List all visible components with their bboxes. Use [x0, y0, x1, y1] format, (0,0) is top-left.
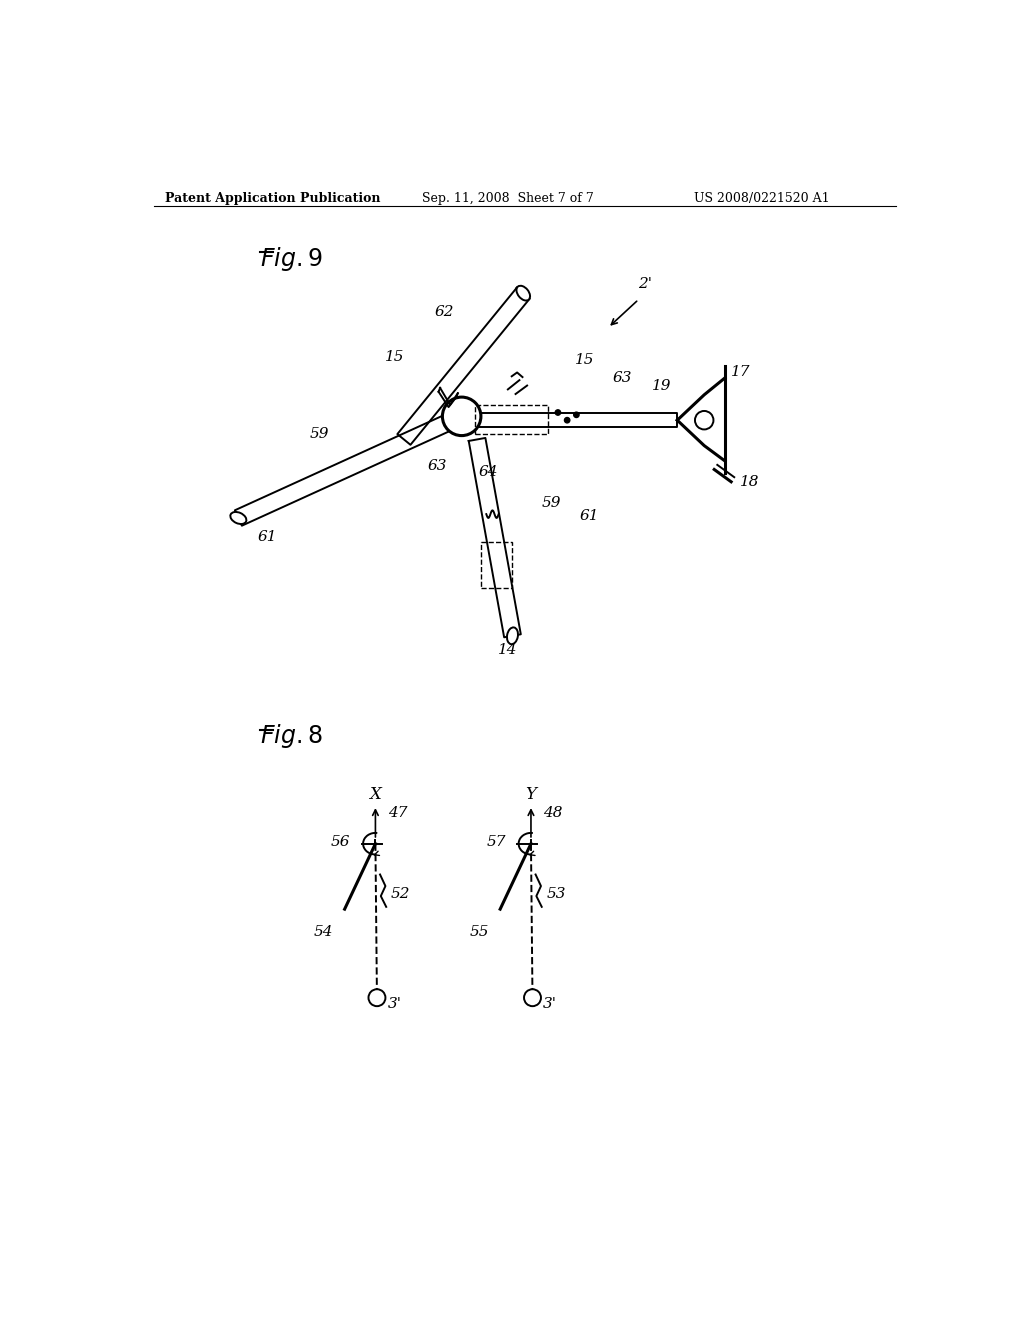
Text: 18: 18	[740, 475, 760, 488]
Text: 63: 63	[427, 459, 446, 474]
Ellipse shape	[230, 512, 247, 524]
Circle shape	[573, 412, 580, 417]
Circle shape	[442, 397, 481, 436]
Text: $\mathit{Fig.8}$: $\mathit{Fig.8}$	[260, 722, 323, 750]
Ellipse shape	[516, 285, 530, 301]
Circle shape	[564, 417, 569, 422]
Text: 52: 52	[391, 887, 411, 900]
Circle shape	[695, 411, 714, 429]
Text: Patent Application Publication: Patent Application Publication	[165, 191, 381, 205]
Text: 61: 61	[258, 531, 278, 544]
Text: 59: 59	[309, 428, 329, 441]
Text: 57: 57	[486, 836, 506, 849]
Text: 47: 47	[388, 807, 408, 820]
Text: 2': 2'	[638, 277, 652, 290]
Text: X: X	[370, 785, 381, 803]
Text: Y: Y	[525, 785, 537, 803]
Polygon shape	[234, 409, 465, 525]
Circle shape	[524, 989, 541, 1006]
Polygon shape	[469, 438, 521, 638]
Text: Sep. 11, 2008  Sheet 7 of 7: Sep. 11, 2008 Sheet 7 of 7	[422, 191, 594, 205]
Text: 59: 59	[542, 495, 561, 510]
Text: US 2008/0221520 A1: US 2008/0221520 A1	[694, 191, 829, 205]
Polygon shape	[397, 288, 529, 445]
Text: 63: 63	[612, 371, 632, 385]
Text: 14: 14	[498, 643, 517, 656]
Text: 54: 54	[313, 925, 334, 940]
Text: 53: 53	[547, 887, 566, 900]
Text: 62: 62	[435, 305, 455, 319]
Text: 17: 17	[731, 366, 751, 379]
Text: 19: 19	[652, 379, 672, 393]
Text: 56: 56	[331, 836, 350, 849]
Text: 15: 15	[575, 354, 595, 367]
Ellipse shape	[507, 627, 518, 644]
Text: 3': 3'	[544, 997, 557, 1011]
Text: $\mathit{Fig.9}$: $\mathit{Fig.9}$	[260, 244, 323, 272]
Text: 48: 48	[544, 807, 563, 820]
Text: 61: 61	[580, 508, 599, 523]
Polygon shape	[462, 413, 677, 428]
Text: 3': 3'	[388, 997, 401, 1011]
Circle shape	[555, 409, 560, 416]
Text: 15: 15	[385, 350, 404, 364]
Circle shape	[369, 989, 385, 1006]
Text: 55: 55	[469, 925, 488, 940]
Text: 64: 64	[478, 465, 498, 479]
